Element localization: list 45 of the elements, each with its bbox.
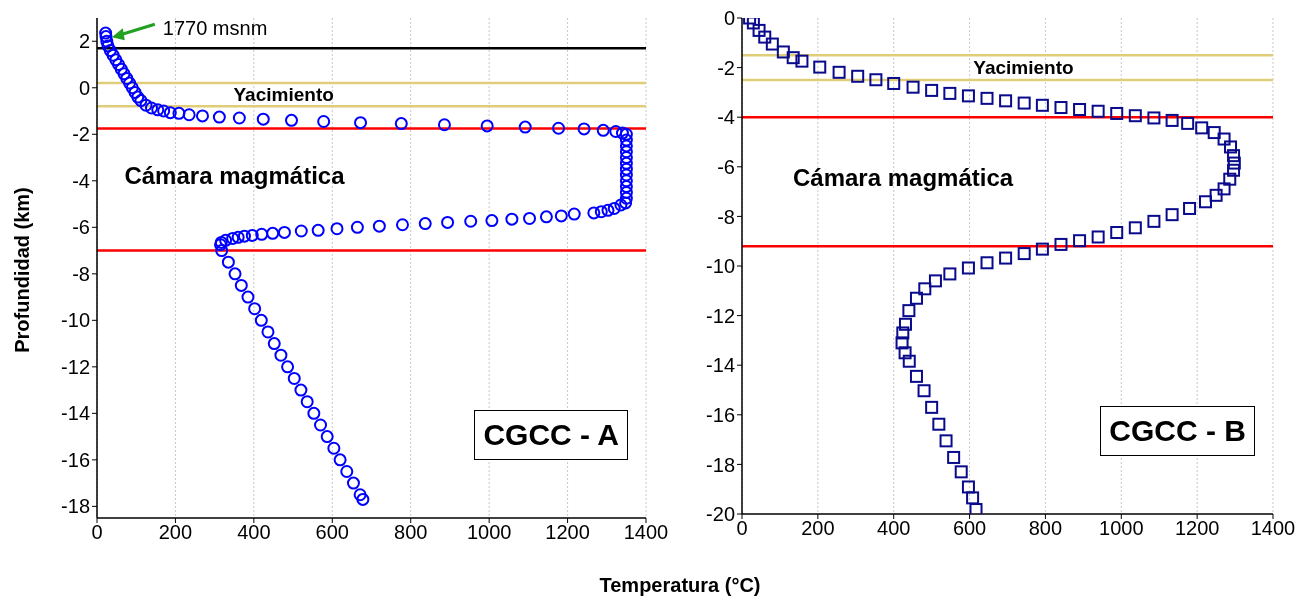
x-tick-label: 400 (877, 517, 911, 540)
y-tick-label: -20 (706, 503, 735, 526)
y-tick-label: -10 (61, 309, 90, 332)
y-tick-label: -18 (61, 495, 90, 518)
y-tick-label: -6 (72, 216, 90, 239)
x-tick-label: 600 (952, 517, 987, 540)
y-tick-label: -6 (717, 155, 735, 178)
y-axis-title: Profundidad (km) (10, 186, 34, 355)
y-tick-label: -18 (706, 453, 735, 476)
annotation: Yacimiento (233, 84, 334, 106)
x-tick-label: 1400 (623, 521, 669, 544)
x-tick-label: 1000 (1099, 517, 1144, 540)
text: CGCC - A (474, 410, 628, 460)
x-tick-label: 400 (237, 521, 271, 544)
annotation: Yacimiento (973, 56, 1074, 79)
y-tick-label: -8 (717, 205, 735, 228)
x-tick-label: 1200 (545, 521, 590, 544)
x-tick-label: 800 (1028, 517, 1063, 540)
y-tick-label: -2 (72, 123, 90, 146)
x-tick-label: 800 (394, 521, 428, 544)
y-tick-label: -10 (706, 255, 735, 278)
y-tick-label: -14 (706, 354, 735, 377)
y-tick-label: 0 (723, 7, 735, 30)
y-tick-label: -12 (706, 304, 735, 327)
text: CGCC - B (1100, 406, 1255, 456)
y-tick-label: -8 (72, 262, 90, 285)
x-axis-title: Temperatura (°C) (598, 574, 762, 597)
x-tick-label: 1000 (466, 521, 512, 544)
y-tick-label: -14 (61, 402, 90, 425)
y-tick-label: -4 (72, 169, 90, 192)
y-tick-label: 2 (78, 30, 90, 53)
x-tick-label: 200 (158, 521, 193, 544)
annotation: Cámara magmática (792, 164, 1014, 193)
y-tick-label: -4 (717, 106, 735, 129)
y-tick-label: 0 (78, 76, 90, 99)
x-tick-label: 1200 (1174, 517, 1220, 540)
y-tick-label: -2 (717, 56, 735, 79)
x-tick-label: 1400 (1250, 517, 1296, 540)
annotation: 1770 msnm (162, 17, 268, 40)
y-tick-label: -16 (61, 448, 90, 471)
annotation: Cámara magmática (124, 162, 345, 190)
x-tick-label: 600 (315, 521, 349, 544)
y-tick-label: -12 (61, 355, 90, 378)
x-tick-label: 200 (801, 517, 835, 540)
y-tick-label: -16 (706, 403, 735, 426)
